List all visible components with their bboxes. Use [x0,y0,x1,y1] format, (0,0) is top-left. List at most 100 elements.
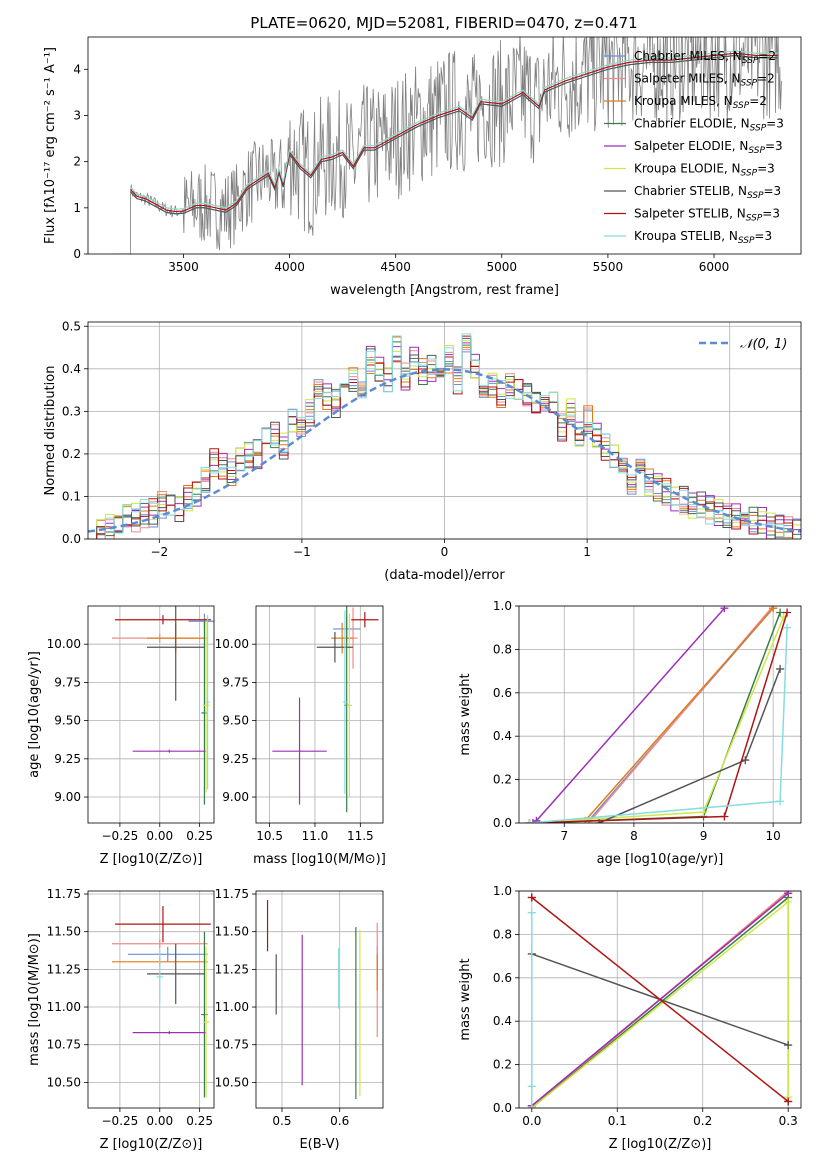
x-tick-label: 0.6 [330,1114,349,1128]
y-tick-label: 11.50 [47,925,81,939]
legend-label: Salpeter ELODIE, NSSP=3 [634,139,783,156]
x-tick-label: 0.25 [186,829,213,843]
model-spectrum-line [130,50,778,210]
y-tick-label: 9.00 [222,790,249,804]
y-tick-label: 0.0 [493,816,512,830]
x-tick-label: 1 [583,545,591,559]
mass-weight-marker [783,608,792,617]
y-tick-label: 10.75 [215,1038,249,1052]
axes-frame [87,890,215,1109]
y-tick-label: 0.8 [493,642,512,656]
y-tick-label: 2 [73,155,81,169]
mass-weight-line [531,896,789,1103]
mass-weight-marker [783,623,792,632]
plot-area [527,891,793,1108]
mass-weight-marker [527,1082,536,1091]
y-tick-label: 1 [73,201,81,215]
legend-label: Chabrier ELODIE, NSSP=3 [634,117,784,134]
y-tick-label: 0.6 [493,686,512,700]
x-tick-label: −1 [293,545,311,559]
y-tick-label: 10.00 [47,637,81,651]
x-tick-label: 0.0 [522,1114,541,1128]
figure-title: PLATE=0620, MJD=52081, FIBERID=0470, z=0… [250,14,637,32]
panel-age-vs-mass: 10.5 11.0 11.5 9.00 9.25 9.50 9.75 10.00 mass [l… [215,605,386,867]
y-tick-label: 11.00 [47,1000,81,1014]
mass-weight-marker [776,797,785,806]
x-tick-label: 0.2 [693,1114,712,1128]
mass-weight-marker [527,1104,536,1108]
x-tick-label: −2 [150,545,168,559]
y-tick-label: 11.00 [215,1000,249,1014]
x-tick-label: 10 [766,829,781,843]
plot-area [88,333,801,539]
plot-area [272,606,379,813]
y-tick-label: 1.0 [493,599,512,613]
y-tick-label: 0.2 [493,773,512,787]
panel-mass-weight-vs-age: 7 8 9 10 0.0 0.2 0.4 0.6 0.8 1.0 age [log10(age/yr… [458,599,802,867]
x-axis-label: age [log10(age/yr)] [597,852,724,867]
mass-weight-marker [527,908,536,917]
axes-frame [87,605,215,824]
legend-label: Salpeter STELIB, NSSP=3 [634,207,780,224]
x-axis-label: Z [log10(Z/Z⊙)] [100,1137,203,1152]
x-axis-label: (data-model)/error [384,568,505,583]
axes-frame [87,321,802,540]
x-tick-label: 0.00 [146,1114,173,1128]
x-tick-label: 5000 [487,260,518,274]
y-tick-label: 9.25 [222,752,249,766]
y-tick-label: 1.0 [493,884,512,898]
y-tick-label: 0.3 [62,404,81,418]
mass-weight-marker [532,816,541,823]
panel-mass-vs-Z: −0.25 0.00 0.25 10.50 10.75 11.00 11.25 11.50 11… [27,887,215,1152]
x-axis-label: Z [log10(Z/Z⊙)] [609,1137,712,1152]
x-axis-label: Z [log10(Z/Z⊙)] [100,852,203,867]
panel-spectrum: 3500 4000 4500 5000 5500 6000 0 1 2 3 4 wavelength … [43,36,802,298]
x-tick-label: 0.25 [186,1114,213,1128]
panel-residuals: −2 −1 0 1 2 0.0 0.1 0.2 0.3 0.4 0.5 (data-model)/er… [43,319,802,583]
mass-weight-marker [776,664,785,673]
x-tick-label: 4500 [380,260,411,274]
legend-label: Kroupa ELODIE, NSSP=3 [634,162,775,179]
y-tick-label: 11.75 [47,887,81,901]
y-tick-label: 10.00 [215,637,249,651]
y-tick-label: 11.50 [215,925,249,939]
normal-curve [88,368,801,533]
x-tick-label: 7 [560,829,568,843]
y-tick-label: 0.2 [493,1058,512,1072]
plot-area [525,606,792,823]
x-tick-label: 5500 [593,260,624,274]
x-tick-label: −0.25 [102,829,139,843]
plot-area [113,37,782,254]
mass-weight-marker [784,1097,793,1106]
x-tick-label: 4000 [274,260,305,274]
y-tick-label: 0.4 [493,729,512,743]
plot-area [266,900,378,1099]
y-tick-label: 0.4 [493,1014,512,1028]
x-tick-label: −0.25 [102,1114,139,1128]
mass-weight-marker [776,608,785,617]
y-axis-label: Normed distribution [43,366,58,496]
axes-frame [255,605,384,824]
mass-weight-marker [720,812,729,821]
mass-weight-marker [784,891,793,898]
y-tick-label: 11.75 [215,887,249,901]
mass-weight-marker [525,819,534,823]
panel-mass-vs-EBV: 0.5 0.6 10.50 10.75 11.00 11.25 11.50 11.75 E(B-… [215,887,384,1152]
y-axis-label: mass [log10(M/M⊙)] [27,933,42,1066]
y-tick-label: 10.50 [47,1075,81,1089]
y-axis-label: age [log10(age/yr)] [27,651,42,778]
y-tick-label: 0.0 [62,532,81,546]
plot-area [111,906,211,1098]
axes-frame [87,36,802,255]
mass-weight-marker [741,756,750,765]
legend: 𝒩(0, 1) [699,337,787,352]
y-axis-label: mass weight [458,958,473,1040]
y-tick-label: 0.4 [62,362,81,376]
x-axis-label: E(B-V) [299,1137,339,1152]
x-axis-label: mass [log10(M/M⊙)] [253,852,386,867]
y-tick-label: 0 [73,247,81,261]
x-tick-label: 0.3 [779,1114,798,1128]
model-spectrum-line [130,54,778,215]
y-tick-label: 9.25 [54,752,81,766]
legend-label: Chabrier STELIB, NSSP=3 [634,184,781,201]
